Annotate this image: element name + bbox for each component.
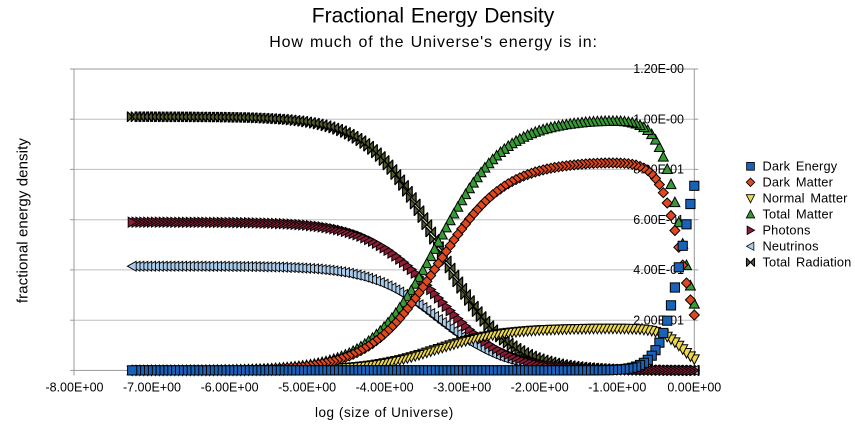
svg-text:fractional energy density: fractional energy density bbox=[15, 138, 32, 303]
svg-text:log (size of Universe): log (size of Universe) bbox=[315, 405, 454, 420]
svg-text:-1.00E+00: -1.00E+00 bbox=[588, 381, 646, 395]
svg-text:How much of the Universe's ene: How much of the Universe's energy is in: bbox=[269, 34, 597, 51]
svg-text:0.00E+00: 0.00E+00 bbox=[667, 381, 721, 395]
svg-text:1.00E-00: 1.00E-00 bbox=[633, 112, 684, 126]
svg-text:-3.00E+00: -3.00E+00 bbox=[433, 381, 491, 395]
svg-text:4.00E-01: 4.00E-01 bbox=[633, 263, 684, 277]
svg-text:Total Radiation: Total Radiation bbox=[763, 255, 852, 270]
svg-text:Total Matter: Total Matter bbox=[763, 207, 834, 222]
svg-text:-8.00E+00: -8.00E+00 bbox=[45, 381, 103, 395]
svg-text:-2.00E+00: -2.00E+00 bbox=[511, 381, 569, 395]
svg-text:Neutrinos: Neutrinos bbox=[763, 239, 819, 254]
svg-text:-5.00E+00: -5.00E+00 bbox=[278, 381, 336, 395]
svg-text:Dark Energy: Dark Energy bbox=[763, 159, 838, 174]
svg-text:-6.00E+00: -6.00E+00 bbox=[201, 381, 259, 395]
svg-text:-4.00E+00: -4.00E+00 bbox=[356, 381, 414, 395]
svg-text:Photons: Photons bbox=[763, 223, 811, 238]
svg-text:-7.00E+00: -7.00E+00 bbox=[123, 381, 181, 395]
svg-text:Normal Matter: Normal Matter bbox=[763, 191, 849, 206]
svg-text:1.20E-00: 1.20E-00 bbox=[633, 62, 684, 76]
svg-text:Dark Matter: Dark Matter bbox=[763, 175, 834, 190]
svg-text:Fractional Energy Density: Fractional Energy Density bbox=[312, 5, 555, 28]
